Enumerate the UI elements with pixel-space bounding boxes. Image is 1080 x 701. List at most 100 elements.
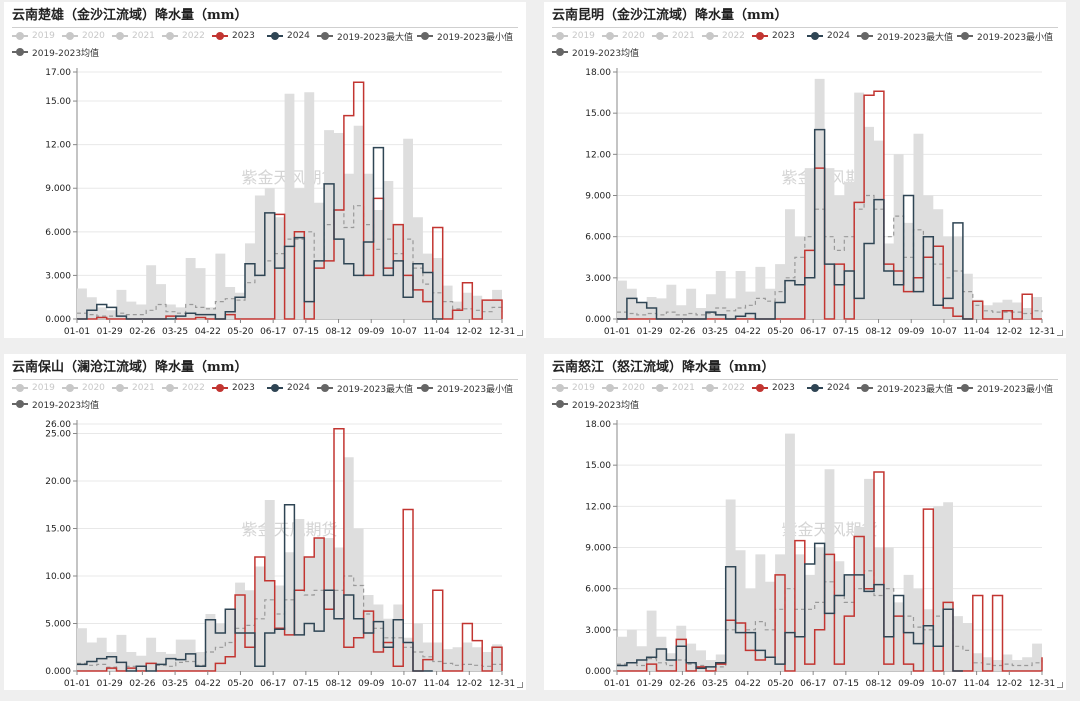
x-tick-label: 12-31 (1029, 679, 1055, 689)
x-tick-label: 12-31 (489, 327, 515, 337)
y-tick-label: 17.00 (45, 68, 71, 78)
legend-label: 2020 (82, 31, 105, 41)
y-tick-label: 12.00 (585, 150, 611, 160)
x-tick-label: 03-25 (702, 679, 728, 689)
legend-label: 2024 (287, 31, 310, 41)
legend-item-2022[interactable]: 2022 (702, 381, 745, 395)
legend-item-2019[interactable]: 2019 (12, 381, 55, 395)
legend-marker-icon (652, 383, 668, 393)
legend-item-2021[interactable]: 2021 (652, 29, 695, 43)
resize-handle-icon[interactable] (517, 682, 523, 688)
legend-item-2022[interactable]: 2022 (162, 29, 205, 43)
legend-item-2024[interactable]: 2024 (267, 29, 310, 43)
legend-item-2019-2023均值[interactable]: 2019-2023均值 (12, 397, 99, 411)
title-divider (552, 379, 1058, 380)
resize-handle-icon[interactable] (1057, 682, 1063, 688)
x-tick-label: 03-25 (162, 679, 188, 689)
legend-marker-icon (267, 383, 283, 393)
legend-item-2019-2023最大值[interactable]: 2019-2023最大值 (317, 29, 413, 43)
legend-item-2024[interactable]: 2024 (807, 381, 850, 395)
legend-label: 2021 (132, 31, 155, 41)
legend-label: 2019-2023最大值 (877, 384, 954, 395)
x-tick-label: 09-09 (898, 679, 924, 689)
title-divider (12, 27, 518, 28)
legend-marker-icon (12, 399, 28, 409)
y-tick-label: 5.000 (45, 620, 71, 630)
legend-marker-icon (317, 383, 333, 393)
legend-marker-icon (752, 383, 768, 393)
legend-item-2019-2023均值[interactable]: 2019-2023均值 (552, 397, 639, 411)
series-max-area (617, 78, 1042, 320)
x-tick-label: 03-25 (162, 327, 188, 337)
legend-item-2021[interactable]: 2021 (652, 381, 695, 395)
legend-marker-icon (857, 31, 873, 41)
legend-item-2023[interactable]: 2023 (212, 381, 255, 395)
legend-item-2019-2023最小值[interactable]: 2019-2023最小值 (417, 381, 513, 395)
legend-item-2019-2023均值[interactable]: 2019-2023均值 (12, 45, 99, 59)
legend-item-2019-2023最小值[interactable]: 2019-2023最小值 (957, 381, 1053, 395)
legend-item-2019-2023最小值[interactable]: 2019-2023最小值 (417, 29, 513, 43)
y-tick-label: 3.000 (585, 626, 611, 636)
y-tick-label: 0.000 (585, 667, 611, 677)
chart-panel-nujiang: 云南怒江（怒江流域）降水量（mm） 2019 2020 2021 2022 2023 20… (544, 354, 1066, 690)
legend-item-2022[interactable]: 2022 (162, 381, 205, 395)
x-tick-label: 12-02 (456, 679, 482, 689)
x-tick-label: 01-29 (637, 679, 663, 689)
legend-item-2020[interactable]: 2020 (62, 381, 105, 395)
y-tick-label: 6.000 (585, 233, 611, 243)
legend-marker-icon (552, 399, 568, 409)
legend-marker-icon (752, 31, 768, 41)
x-tick-label: 11-04 (964, 327, 990, 337)
resize-handle-icon[interactable] (517, 330, 523, 336)
legend-item-2020[interactable]: 2020 (62, 29, 105, 43)
x-tick-label: 12-02 (996, 679, 1022, 689)
legend-item-2019[interactable]: 2019 (12, 29, 55, 43)
legend-label: 2022 (722, 383, 745, 393)
x-tick-label: 12-02 (456, 327, 482, 337)
legend-marker-icon (12, 383, 28, 393)
x-tick-label: 06-17 (800, 327, 826, 337)
legend-item-2019-2023均值[interactable]: 2019-2023均值 (552, 45, 639, 59)
x-tick-label: 10-07 (931, 327, 957, 337)
x-tick-label: 07-15 (833, 679, 859, 689)
legend-item-2022[interactable]: 2022 (702, 29, 745, 43)
legend-item-2019[interactable]: 2019 (552, 381, 595, 395)
y-tick-label: 3.000 (45, 271, 71, 281)
legend-item-2024[interactable]: 2024 (267, 381, 310, 395)
legend-marker-icon (112, 383, 128, 393)
legend-item-2021[interactable]: 2021 (112, 381, 155, 395)
legend-label: 2019 (32, 31, 55, 41)
series-max-area (77, 457, 502, 671)
x-tick-label: 09-09 (898, 327, 924, 337)
y-tick-label: 15.00 (585, 109, 611, 119)
legend-item-2021[interactable]: 2021 (112, 29, 155, 43)
legend-label: 2019-2023均值 (32, 48, 100, 59)
legend-item-2020[interactable]: 2020 (602, 29, 645, 43)
y-tick-label: 6.000 (585, 585, 611, 595)
chart-title: 云南保山（澜沧江流域）降水量（mm） (12, 360, 248, 375)
legend-item-2019-2023最大值[interactable]: 2019-2023最大值 (857, 29, 953, 43)
legend-label: 2024 (827, 383, 850, 393)
legend-item-2020[interactable]: 2020 (602, 381, 645, 395)
y-tick-label: 25.00 (45, 430, 71, 440)
x-tick-label: 04-22 (195, 679, 221, 689)
chart-title: 云南昆明（金沙江流域）降水量（mm） (552, 8, 788, 23)
legend-item-2019[interactable]: 2019 (552, 29, 595, 43)
legend-item-2019-2023最大值[interactable]: 2019-2023最大值 (857, 381, 953, 395)
legend-label: 2020 (622, 31, 645, 41)
legend-marker-icon (162, 31, 178, 41)
legend-item-2023[interactable]: 2023 (752, 381, 795, 395)
legend-item-2024[interactable]: 2024 (807, 29, 850, 43)
legend-marker-icon (702, 31, 718, 41)
x-tick-label: 01-01 (64, 679, 90, 689)
legend-label: 2019-2023最大值 (337, 32, 414, 43)
legend-item-2023[interactable]: 2023 (212, 29, 255, 43)
x-tick-label: 11-04 (964, 679, 990, 689)
legend-marker-icon (62, 383, 78, 393)
resize-handle-icon[interactable] (1057, 330, 1063, 336)
x-tick-label: 07-15 (293, 679, 319, 689)
y-tick-label: 12.00 (45, 141, 71, 151)
legend-item-2019-2023最小值[interactable]: 2019-2023最小值 (957, 29, 1053, 43)
legend-item-2023[interactable]: 2023 (752, 29, 795, 43)
legend-item-2019-2023最大值[interactable]: 2019-2023最大值 (317, 381, 413, 395)
